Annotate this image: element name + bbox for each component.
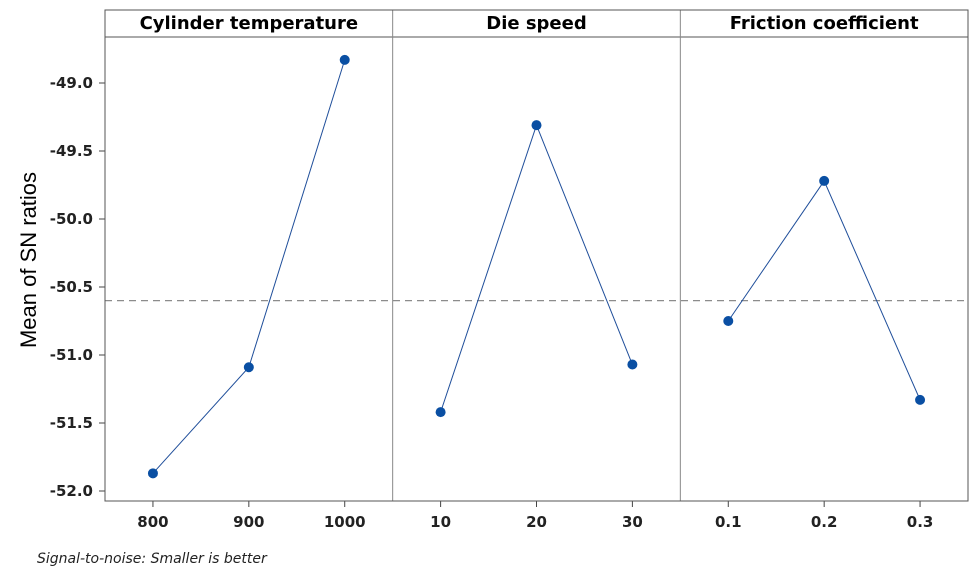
y-tick-label: -49.0 bbox=[50, 74, 93, 92]
y-axis-label-group: Mean of SN ratios bbox=[16, 172, 41, 348]
data-point bbox=[723, 316, 734, 326]
y-axis-label: Mean of SN ratios bbox=[16, 172, 41, 348]
data-point bbox=[147, 468, 158, 479]
x-tick-label: 0.1 bbox=[715, 513, 742, 531]
y-tick-label: -52.0 bbox=[50, 482, 93, 500]
data-point bbox=[243, 362, 254, 373]
data-point bbox=[627, 359, 638, 370]
y-tick-label: -51.0 bbox=[50, 346, 93, 364]
y-tick-label: -50.0 bbox=[50, 210, 93, 228]
x-tick-label: 900 bbox=[233, 513, 264, 531]
panel-title: Die speed bbox=[486, 13, 587, 34]
y-tick-label: -50.5 bbox=[50, 278, 93, 296]
panels-group: Cylinder temperature 800 900 1000 Die speed 1… bbox=[137, 13, 933, 531]
y-tick-group: -49.0 -49.5 -50.0 -50.5 -51.0 -51.5 -52.0 bbox=[50, 74, 105, 500]
series-group bbox=[147, 54, 926, 479]
x-tick-label: 0.2 bbox=[811, 513, 838, 531]
x-tick-label: 1000 bbox=[324, 513, 366, 531]
y-tick-label: -51.5 bbox=[50, 414, 93, 432]
data-point bbox=[819, 175, 830, 186]
plot-frame bbox=[104, 9, 969, 502]
data-point bbox=[339, 54, 350, 65]
footnote: Signal-to-noise: Smaller is better bbox=[37, 551, 267, 567]
data-point bbox=[915, 394, 926, 405]
x-tick-label: 0.3 bbox=[907, 513, 934, 531]
x-tick-label: 30 bbox=[622, 513, 643, 531]
panel-title: Friction coefficient bbox=[730, 13, 919, 34]
data-point bbox=[531, 120, 542, 131]
data-point bbox=[435, 407, 446, 418]
x-tick-label: 20 bbox=[526, 513, 547, 531]
y-tick-label: -49.5 bbox=[50, 142, 93, 160]
series-line bbox=[152, 59, 346, 474]
series-line bbox=[440, 123, 633, 413]
plot-frame-group bbox=[104, 9, 969, 502]
series-line bbox=[727, 179, 921, 401]
x-tick-label: 10 bbox=[430, 513, 451, 531]
panel-title: Cylinder temperature bbox=[140, 13, 359, 34]
x-tick-label: 800 bbox=[137, 513, 168, 531]
